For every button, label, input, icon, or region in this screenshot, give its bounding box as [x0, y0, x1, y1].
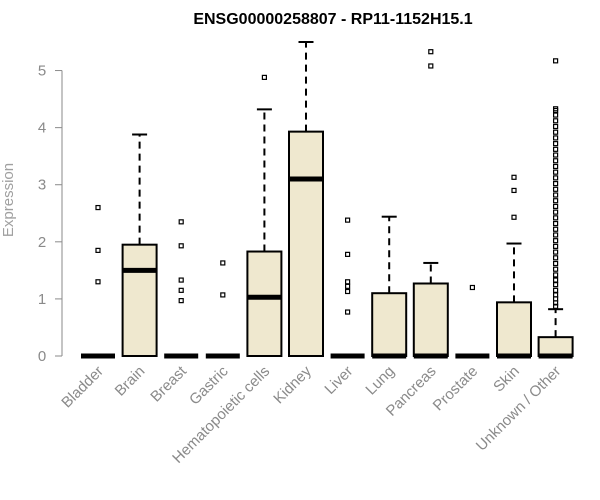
outlier-point: [552, 249, 559, 255]
outlier-point: [552, 129, 559, 135]
iqr-box: [412, 282, 449, 357]
outlier-point: [345, 283, 351, 289]
chart-title: ENSG00000258807 - RP11-1152H15.1: [193, 11, 472, 28]
outlier-point: [95, 204, 101, 211]
box-liver: [330, 217, 365, 359]
outlier-point: [345, 288, 351, 295]
outlier-point: [552, 192, 559, 198]
outlier-point: [552, 152, 559, 158]
outlier-point: [552, 232, 559, 238]
outlier-point: [428, 63, 434, 69]
outlier-point: [178, 287, 184, 293]
iqr-box: [496, 301, 532, 357]
outlier-point: [552, 215, 559, 221]
outlier-point: [178, 298, 184, 304]
outlier-point: [552, 106, 559, 112]
y-tick-label: 1: [38, 291, 46, 308]
box-hematopoietic-cells: [246, 74, 283, 357]
outlier-point: [552, 58, 559, 64]
boxes: [81, 41, 574, 359]
iqr-box: [288, 130, 324, 357]
outlier-point: [95, 247, 101, 253]
outlier-point: [552, 209, 559, 215]
outlier-point: [552, 226, 559, 232]
box-brain: [121, 133, 158, 357]
iqr-box: [246, 250, 283, 357]
outlier-point: [552, 175, 559, 181]
outlier-point: [345, 217, 351, 223]
box-gastric: [205, 260, 240, 359]
outlier-point: [552, 146, 559, 152]
outlier-point: [345, 309, 351, 315]
outlier-point: [552, 158, 559, 164]
x-tick-label: Liver: [321, 363, 356, 398]
outlier-point: [552, 141, 559, 147]
outlier-point: [552, 243, 559, 249]
y-tick-label: 4: [38, 120, 46, 137]
outlier-point: [261, 74, 267, 80]
outlier-point: [511, 174, 517, 180]
outlier-point: [552, 266, 559, 272]
y-tick-label: 3: [38, 177, 46, 194]
y-tick-label: 0: [38, 348, 46, 365]
y-axis-label: Expression: [0, 163, 17, 237]
outlier-point: [178, 277, 184, 283]
outlier-point: [552, 163, 559, 170]
box-prostate: [455, 284, 490, 359]
outlier-point: [220, 260, 226, 266]
outlier-point: [552, 135, 559, 141]
box-breast: [164, 219, 199, 359]
outlier-point: [178, 243, 184, 249]
iqr-box: [121, 243, 158, 357]
x-tick-label: Lung: [362, 363, 398, 399]
outlier-point: [552, 220, 559, 227]
box-kidney: [288, 41, 324, 357]
axes: 0 1 2 3 4 5: [38, 63, 63, 365]
x-tick-label: Bladder: [58, 363, 107, 412]
outlier-point: [552, 180, 559, 187]
box-bladder: [81, 204, 115, 359]
x-tick-label: Brain: [112, 363, 149, 400]
iqr-box: [537, 336, 574, 358]
box-skin: [496, 174, 532, 359]
outlier-point: [552, 112, 559, 118]
x-tick-label: Breast: [147, 362, 190, 405]
y-tick-label: 5: [38, 63, 46, 80]
y-tick-label: 2: [38, 234, 46, 251]
outlier-point: [552, 277, 559, 283]
outlier-point: [552, 238, 559, 244]
outlier-point: [511, 214, 517, 220]
outlier-point: [95, 279, 101, 285]
outlier-point: [552, 260, 559, 267]
outlier-point: [552, 123, 559, 130]
box-unknown-other: [537, 58, 574, 359]
outlier-point: [552, 287, 559, 293]
outlier-point: [552, 282, 559, 288]
outlier-point: [220, 292, 226, 298]
x-tick-label: Skin: [490, 363, 523, 396]
outlier-point: [552, 118, 559, 124]
outlier-point: [511, 187, 517, 194]
x-tick-label: Prostate: [430, 363, 482, 415]
outlier-point: [552, 198, 559, 204]
outlier-point: [552, 169, 559, 175]
outlier-point: [345, 251, 351, 257]
outlier-point: [552, 255, 559, 261]
iqr-box: [371, 292, 408, 358]
outlier-point: [552, 203, 559, 210]
outlier-point: [428, 49, 434, 55]
x-tick-label: Kidney: [270, 362, 315, 407]
outlier-point: [178, 219, 184, 225]
box-lung: [371, 215, 408, 359]
outlier-point: [469, 284, 475, 291]
outlier-point: [345, 279, 351, 285]
box-pancreas: [412, 49, 449, 359]
outlier-point: [552, 272, 559, 278]
outlier-point: [552, 186, 559, 192]
